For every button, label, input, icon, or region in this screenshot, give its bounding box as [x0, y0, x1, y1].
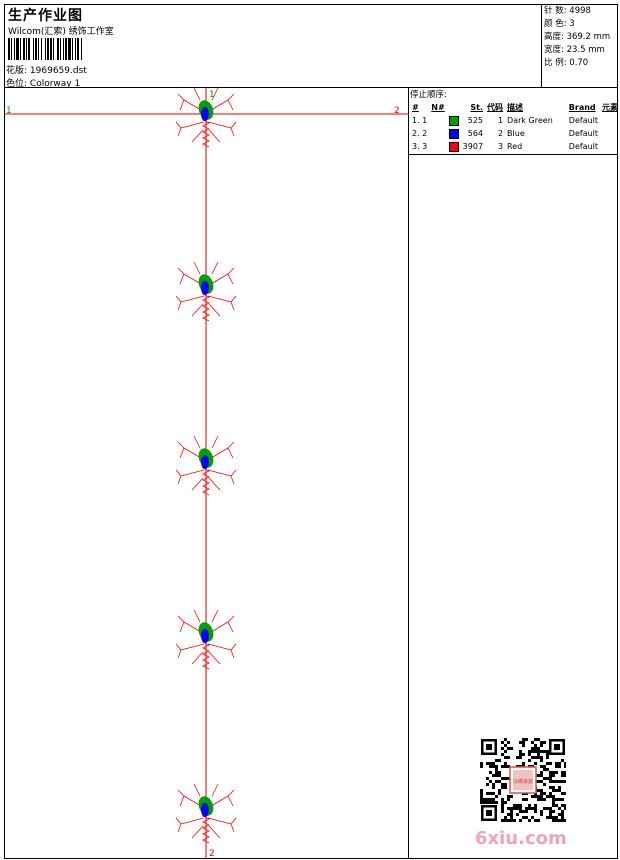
row-needle [429, 114, 446, 127]
row-brand: Default [568, 142, 599, 151]
color-swatch-box [448, 141, 459, 152]
table-header-row: # N# St. 代码 描述 Brand 元素 [410, 101, 620, 114]
color-swatch [447, 114, 461, 127]
row-stitches: 564 [467, 129, 484, 138]
embroidery-motif [175, 609, 237, 670]
stats-panel: 针 数: 4998 颜 色: 3 高度: 369.2 mm 宽度: 23.5 m… [541, 4, 618, 88]
legend-title: 停止顺序: [410, 90, 447, 100]
embroidery-motif [175, 783, 237, 844]
table-row: 1. 1 525 1 Dark Green Default [410, 114, 620, 127]
marker-top: 1 [209, 90, 215, 100]
seal-text: 以绣会友 [513, 778, 533, 785]
header: 生产作业图 Wilcom(汇索) 绣饰工作室 花版: 1969659.dst 色… [4, 4, 618, 89]
color-swatch-box [448, 115, 459, 126]
marker-right: 2 [394, 106, 400, 116]
embroidery-motif [175, 435, 237, 496]
marker-left: 1 [6, 106, 12, 116]
colorway-value: Colorway 1 [29, 79, 81, 89]
design-info: 花版: 1969659.dst [6, 63, 87, 76]
column-header: N# [431, 103, 445, 112]
page-frame [4, 4, 618, 859]
colorway-info: 色位: Colorway 1 [6, 76, 80, 89]
qr-code-image: 以绣会友 [480, 738, 567, 822]
column-header: 代码 [487, 103, 504, 112]
row-brand: Default [568, 116, 599, 125]
row-element [600, 127, 620, 140]
row-index: 3. 3 [412, 142, 428, 151]
design-value: 1969659.dst [29, 66, 87, 76]
column-header [447, 101, 461, 114]
row-description: Red [507, 142, 523, 151]
column-header: St. [470, 103, 484, 112]
table-row: 3. 3 3907 3 Red Default [410, 140, 620, 153]
row-brand: Default [568, 129, 599, 138]
stat-height: 高度: 369.2 mm [544, 32, 611, 42]
embroidery-motif [175, 87, 237, 148]
color-sequence-legend: 停止顺序: # N# St. 代码 描述 Brand 元素 1. 1 525 1 Da… [409, 88, 618, 155]
barcode [8, 38, 82, 60]
row-code: 1 [497, 116, 504, 125]
color-swatch [447, 140, 461, 153]
watermark: 6xiu.com [475, 828, 567, 849]
row-element [600, 114, 620, 127]
stat-width: 宽度: 23.5 mm [544, 45, 605, 55]
embroidery-preview: 1 2 1 2 [4, 87, 409, 859]
column-header: # [412, 103, 419, 112]
row-needle [429, 127, 446, 140]
colorway-label: 色位: [6, 79, 28, 89]
row-description: Dark Green [507, 116, 553, 125]
row-index: 2. 2 [412, 129, 428, 138]
stat-colors: 颜 色: 3 [544, 19, 575, 29]
marker-bottom: 2 [209, 849, 215, 859]
color-table: # N# St. 代码 描述 Brand 元素 1. 1 525 1 Dark Gre… [410, 101, 620, 153]
color-swatch-box [448, 128, 459, 139]
column-header: 元素 [602, 103, 619, 112]
qr-code: 以绣会友 [480, 738, 567, 822]
row-stitches: 525 [467, 116, 484, 125]
row-element [600, 140, 620, 153]
design-label: 花版: [6, 66, 28, 76]
page-title: 生产作业图 [8, 8, 83, 24]
row-code: 2 [497, 129, 504, 138]
row-needle [429, 140, 446, 153]
row-stitches: 3907 [462, 142, 484, 151]
table-row: 2. 2 564 2 Blue Default [410, 127, 620, 140]
row-code: 3 [497, 142, 504, 151]
column-header: 描述 [507, 103, 524, 112]
column-header: Brand [568, 103, 596, 112]
design-canvas: 1 2 1 2 [4, 87, 409, 859]
company-name: Wilcom(汇索) 绣饰工作室 [8, 27, 114, 37]
color-swatch [447, 127, 461, 140]
embroidery-motif [175, 261, 237, 322]
stat-stitches: 针 数: 4998 [544, 6, 591, 16]
row-description: Blue [507, 129, 525, 138]
stat-scale: 比 例: 0.70 [544, 58, 589, 68]
row-index: 1. 1 [412, 116, 428, 125]
